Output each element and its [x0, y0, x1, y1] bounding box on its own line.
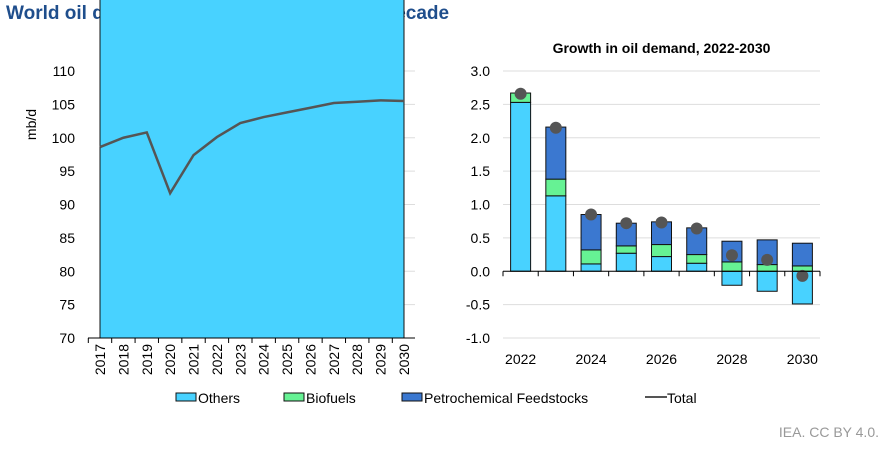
legend-label: Others — [198, 390, 240, 406]
y-tick-label: 110 — [53, 63, 76, 79]
bar-others — [686, 262, 708, 272]
x-tick-label: 2029 — [373, 344, 389, 375]
y-tick-label: 90 — [59, 197, 75, 213]
y-tick-label: 0.0 — [471, 263, 491, 279]
x-tick-label: 2022 — [209, 344, 225, 375]
bar-others — [721, 270, 743, 286]
x-tick-label: 2030 — [787, 351, 818, 367]
x-tick-label: 2020 — [162, 344, 178, 375]
total-marker — [796, 269, 809, 282]
legend-swatch-petrochemical-feedstocks — [401, 392, 423, 402]
y-tick-label: 95 — [59, 163, 75, 179]
right-chart-title: Growth in oil demand, 2022-2030 — [553, 40, 771, 56]
total-marker — [549, 121, 562, 134]
bar-biofuels — [580, 249, 602, 265]
bar-others — [651, 256, 672, 272]
total-marker — [655, 216, 668, 229]
bar-biofuels — [651, 244, 672, 258]
credit-text: IEA. CC BY 4.0. — [778, 424, 879, 440]
bar-biofuels — [686, 254, 708, 264]
y-tick-label: 2.5 — [471, 96, 491, 112]
legend-label: Biofuels — [306, 390, 356, 406]
y-tick-label: 1.0 — [471, 197, 491, 213]
bar-biofuels — [721, 261, 743, 272]
total-marker — [725, 249, 738, 262]
x-tick-label: 2027 — [326, 344, 342, 375]
x-tick-label: 2022 — [505, 351, 536, 367]
x-tick-label: 2017 — [92, 344, 108, 375]
y-tick-label: 3.0 — [471, 63, 491, 79]
y-tick-label: 105 — [52, 96, 76, 112]
bar-biofuels — [615, 245, 637, 254]
x-tick-label: 2019 — [139, 344, 155, 375]
x-tick-label: 2026 — [302, 344, 318, 375]
x-tick-label: 2028 — [716, 351, 747, 367]
legend-swatch-others — [175, 392, 197, 402]
bar-others — [580, 263, 602, 272]
x-tick-label: 2024 — [575, 351, 606, 367]
legend-label: Total — [667, 390, 697, 406]
bar-petrochemical-feedstocks — [545, 126, 567, 180]
bar-others — [545, 195, 567, 272]
total-marker — [585, 208, 598, 221]
total-marker — [620, 217, 633, 230]
x-tick-label: 2023 — [232, 344, 248, 375]
y-tick-label: 100 — [52, 130, 76, 146]
y-tick-label: 85 — [59, 230, 75, 246]
y-tick-label: 2.0 — [471, 130, 491, 146]
x-tick-label: 2021 — [186, 344, 202, 375]
bar-others — [615, 252, 637, 272]
x-tick-label: 2018 — [115, 344, 131, 375]
bar-petrochemical-feedstocks — [791, 242, 813, 267]
x-tick-label: 2026 — [646, 351, 677, 367]
bar-others — [510, 101, 532, 272]
y-tick-label: 1.5 — [471, 163, 491, 179]
legend-label: Petrochemical Feedstocks — [424, 390, 588, 406]
y-tick-label: 80 — [59, 263, 75, 279]
y-tick-label: -0.5 — [466, 297, 490, 313]
bar-biofuels — [545, 178, 567, 197]
x-tick-label: 2025 — [279, 344, 295, 375]
legend-swatch-biofuels — [283, 392, 305, 402]
y-tick-label: -1.0 — [466, 330, 490, 346]
total-marker — [761, 253, 774, 266]
y-tick-label: 75 — [59, 297, 75, 313]
total-marker — [514, 87, 527, 100]
x-tick-label: 2030 — [396, 344, 412, 375]
y-axis-label: mb/d — [23, 109, 39, 140]
x-tick-label: 2024 — [256, 344, 272, 375]
total-marker — [690, 222, 703, 235]
y-tick-label: 0.5 — [471, 230, 491, 246]
total-line — [99, 99, 405, 196]
area-others — [99, 0, 405, 339]
y-tick-label: 70 — [59, 330, 75, 346]
x-tick-label: 2028 — [349, 344, 365, 375]
bar-others — [756, 270, 778, 292]
